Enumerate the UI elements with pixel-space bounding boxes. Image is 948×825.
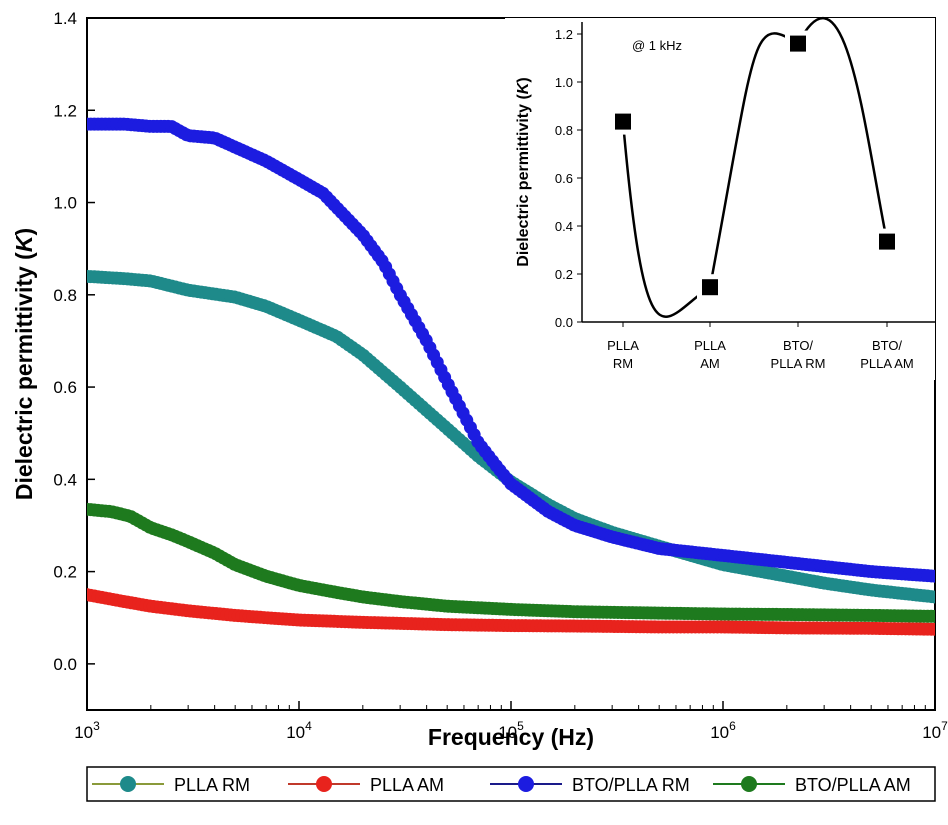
- data-point: [928, 622, 935, 636]
- inset-y-axis-title: Dielectric permittivity (K): [515, 77, 532, 266]
- inset-chart: 0.0 0.2 0.4 0.6 0.8 1.0 1.2 PLLA RM PLLA AM BTO/PLL…: [505, 16, 935, 380]
- inset-category-label: BTO/: [872, 338, 902, 353]
- inset-curve: [621, 16, 889, 318]
- y-tick-label: 0.6: [53, 378, 77, 397]
- y-tick-label: 0.8: [53, 286, 77, 305]
- legend-marker: [316, 776, 332, 792]
- series-bto-plla-rm: [87, 117, 935, 583]
- y-tick-label: 1.4: [53, 9, 77, 28]
- inset-category-label: PLLA RM: [771, 356, 826, 371]
- inset-data-point: [790, 35, 806, 52]
- inset-y-tick-label: 0.6: [555, 171, 573, 186]
- legend-marker: [518, 776, 534, 792]
- inset-y-tick-label: 0.0: [555, 315, 573, 330]
- series-bto-plla-am: [87, 502, 935, 623]
- main-series-layer: [87, 117, 935, 636]
- legend-marker: [741, 776, 757, 792]
- inset-y-tick-label: 0.8: [555, 123, 573, 138]
- legend-label: PLLA RM: [174, 775, 250, 795]
- legend-label: BTO/PLLA RM: [572, 775, 690, 795]
- main-axes: 0.0 0.2 0.4 0.6 0.8 1.0 1.2 1.4 103 104 105 106 107 F…: [11, 9, 948, 750]
- y-axis-title: Dielectric permittivity (K): [11, 228, 37, 500]
- inset-background: [505, 18, 935, 380]
- inset-category-label: BTO/: [783, 338, 813, 353]
- series-plla-am: [87, 588, 935, 636]
- inset-y-tick-label: 0.2: [555, 267, 573, 282]
- inset-category-label: PLLA: [607, 338, 639, 353]
- y-tick-label: 0.2: [53, 563, 77, 582]
- data-point: [928, 569, 935, 583]
- legend: PLLA RM PLLA AM BTO/PLLA RM BTO/PLLA AM: [86, 766, 936, 802]
- y-tick-label: 1.0: [53, 194, 77, 213]
- x-tick-label: 104: [286, 719, 312, 742]
- data-point: [928, 609, 935, 623]
- x-tick-label: 107: [922, 719, 948, 742]
- data-point: [928, 590, 935, 604]
- inset-annotation: @ 1 kHz: [632, 38, 682, 53]
- y-tick-label: 0.4: [53, 470, 77, 489]
- x-tick-label: 105: [498, 719, 524, 742]
- inset-category-label: PLLA AM: [860, 356, 913, 371]
- legend-label: PLLA AM: [370, 775, 444, 795]
- legend-item: PLLA AM: [288, 775, 444, 795]
- inset-category-label: RM: [613, 356, 633, 371]
- inset-y-tick-label: 0.4: [555, 219, 573, 234]
- inset-y-tick-label: 1.0: [555, 75, 573, 90]
- y-tick-label: 0.0: [53, 655, 77, 674]
- x-axis-title: Frequency (Hz): [428, 724, 594, 750]
- legend-marker: [120, 776, 136, 792]
- legend-item: BTO/PLLA RM: [490, 775, 690, 795]
- inset-category-label: AM: [700, 356, 720, 371]
- inset-data-point: [615, 113, 631, 130]
- inset-data-point: [879, 233, 895, 250]
- inset-category-label: PLLA: [694, 338, 726, 353]
- legend-item: PLLA RM: [92, 775, 250, 795]
- inset-y-tick-label: 1.2: [555, 27, 573, 42]
- legend-item: BTO/PLLA AM: [713, 775, 911, 795]
- inset-data-point: [702, 279, 718, 296]
- y-tick-label: 1.2: [53, 101, 77, 120]
- legend-label: BTO/PLLA AM: [795, 775, 911, 795]
- x-tick-label: 106: [710, 719, 736, 742]
- x-tick-label: 103: [74, 719, 100, 742]
